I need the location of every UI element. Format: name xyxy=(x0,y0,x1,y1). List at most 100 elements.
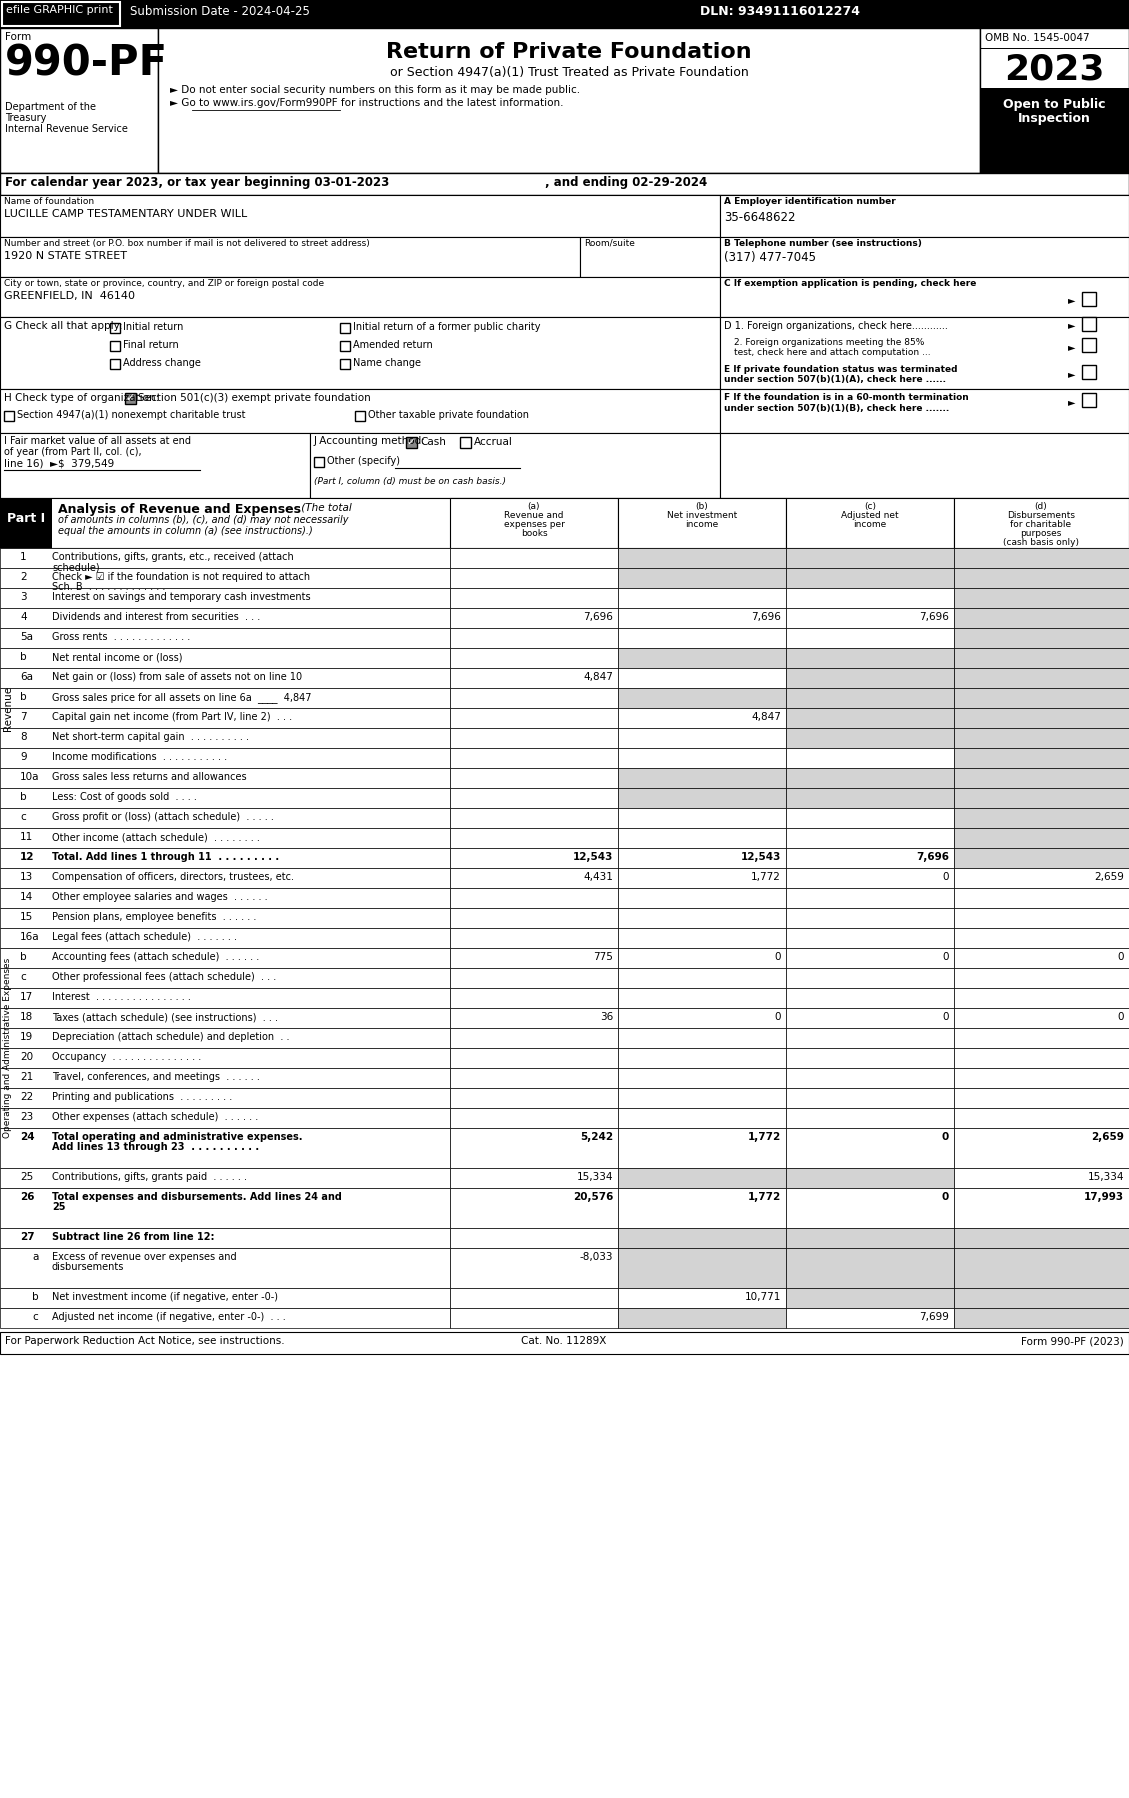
Text: 20,576: 20,576 xyxy=(572,1192,613,1203)
Text: 0: 0 xyxy=(943,872,949,883)
Bar xyxy=(0,807,450,829)
Bar xyxy=(0,1127,450,1169)
Bar xyxy=(786,498,954,548)
Text: 27: 27 xyxy=(20,1232,35,1242)
Text: Accounting fees (attach schedule)  . . . . . .: Accounting fees (attach schedule) . . . … xyxy=(52,951,260,962)
Bar xyxy=(618,768,786,788)
Text: b: b xyxy=(32,1293,38,1302)
Text: I Fair market value of all assets at end: I Fair market value of all assets at end xyxy=(5,435,191,446)
Text: 12,543: 12,543 xyxy=(741,852,781,861)
Text: Other professional fees (attach schedule)  . . .: Other professional fees (attach schedule… xyxy=(52,973,277,982)
Text: 8: 8 xyxy=(20,732,27,743)
Bar xyxy=(954,708,1129,728)
Text: 12,543: 12,543 xyxy=(572,852,613,861)
Bar xyxy=(450,1108,618,1127)
Bar xyxy=(618,1048,786,1068)
Text: Travel, conferences, and meetings  . . . . . .: Travel, conferences, and meetings . . . … xyxy=(52,1072,260,1082)
Bar xyxy=(786,1028,954,1048)
Text: 19: 19 xyxy=(20,1032,33,1043)
Bar xyxy=(954,548,1129,568)
Bar xyxy=(0,647,450,669)
Text: Initial return: Initial return xyxy=(123,322,183,333)
Text: Cash: Cash xyxy=(420,437,446,448)
Bar xyxy=(954,1068,1129,1088)
Bar xyxy=(450,1307,618,1329)
Bar xyxy=(450,1028,618,1048)
Bar xyxy=(980,88,1129,173)
Text: b: b xyxy=(20,653,27,662)
Text: 775: 775 xyxy=(593,951,613,962)
Bar xyxy=(954,807,1129,829)
Text: 0: 0 xyxy=(943,951,949,962)
Bar xyxy=(355,412,365,421)
Text: a: a xyxy=(32,1251,38,1262)
Text: line 16)  ►$  379,549: line 16) ►$ 379,549 xyxy=(5,458,114,467)
Text: 17,993: 17,993 xyxy=(1084,1192,1124,1203)
Bar xyxy=(0,588,450,608)
Text: Compensation of officers, directors, trustees, etc.: Compensation of officers, directors, tru… xyxy=(52,872,294,883)
Text: D 1. Foreign organizations, check here............: D 1. Foreign organizations, check here..… xyxy=(724,322,948,331)
Bar xyxy=(0,868,450,888)
Bar xyxy=(450,1068,618,1088)
Text: Net short-term capital gain  . . . . . . . . . .: Net short-term capital gain . . . . . . … xyxy=(52,732,250,743)
Bar xyxy=(0,194,720,237)
Bar xyxy=(618,1248,786,1287)
Bar xyxy=(0,1108,450,1127)
Text: (b): (b) xyxy=(695,502,708,511)
Text: 0: 0 xyxy=(942,1192,949,1203)
Bar xyxy=(450,849,618,868)
Bar xyxy=(0,1048,450,1068)
Text: Total. Add lines 1 through 11  . . . . . . . . .: Total. Add lines 1 through 11 . . . . . … xyxy=(52,852,279,861)
Bar xyxy=(786,628,954,647)
Bar xyxy=(450,987,618,1009)
Text: ►: ► xyxy=(1068,342,1076,352)
Text: 0: 0 xyxy=(942,1133,949,1142)
Bar xyxy=(0,748,450,768)
Text: ► Go to www.irs.gov/Form990PF for instructions and the latest information.: ► Go to www.irs.gov/Form990PF for instru… xyxy=(170,99,563,108)
Text: GREENFIELD, IN  46140: GREENFIELD, IN 46140 xyxy=(5,291,135,300)
Text: Accrual: Accrual xyxy=(474,437,513,448)
Bar xyxy=(314,457,324,467)
Bar xyxy=(786,788,954,807)
Text: Other expenses (attach schedule)  . . . . . .: Other expenses (attach schedule) . . . .… xyxy=(52,1111,259,1122)
Bar xyxy=(786,1009,954,1028)
Text: Operating and Administrative Expenses: Operating and Administrative Expenses xyxy=(3,958,12,1138)
Bar xyxy=(0,277,720,316)
Text: 5a: 5a xyxy=(20,633,33,642)
Text: 9: 9 xyxy=(20,752,27,762)
Bar xyxy=(954,967,1129,987)
Text: Amended return: Amended return xyxy=(353,340,432,351)
Bar xyxy=(618,1028,786,1048)
Bar xyxy=(786,548,954,568)
Text: City or town, state or province, country, and ZIP or foreign postal code: City or town, state or province, country… xyxy=(5,279,324,288)
Text: 10,771: 10,771 xyxy=(745,1293,781,1302)
Bar xyxy=(786,849,954,868)
Text: (Part I, column (d) must be on cash basis.): (Part I, column (d) must be on cash basi… xyxy=(314,476,506,485)
Bar xyxy=(954,689,1129,708)
Bar xyxy=(618,689,786,708)
Text: 1920 N STATE STREET: 1920 N STATE STREET xyxy=(5,252,126,261)
Bar xyxy=(0,1228,450,1248)
Text: Revenue and: Revenue and xyxy=(505,511,563,520)
Bar xyxy=(0,829,450,849)
Bar xyxy=(450,588,618,608)
Bar xyxy=(450,928,618,948)
Text: Other income (attach schedule)  . . . . . . . .: Other income (attach schedule) . . . . .… xyxy=(52,832,260,841)
Text: 23: 23 xyxy=(20,1111,33,1122)
Text: Return of Private Foundation: Return of Private Foundation xyxy=(386,41,752,61)
Text: b: b xyxy=(20,951,27,962)
Text: C If exemption application is pending, check here: C If exemption application is pending, c… xyxy=(724,279,977,288)
Text: (317) 477-7045: (317) 477-7045 xyxy=(724,252,816,264)
Bar xyxy=(786,1088,954,1108)
Text: ► Do not enter social security numbers on this form as it may be made public.: ► Do not enter social security numbers o… xyxy=(170,85,580,95)
Bar xyxy=(2,2,120,25)
Text: under section 507(b)(1)(B), check here .......: under section 507(b)(1)(B), check here .… xyxy=(724,405,949,414)
Text: Interest on savings and temporary cash investments: Interest on savings and temporary cash i… xyxy=(52,592,310,602)
Bar xyxy=(954,1009,1129,1028)
Text: 11: 11 xyxy=(20,832,33,841)
Text: Depreciation (attach schedule) and depletion  . .: Depreciation (attach schedule) and deple… xyxy=(52,1032,289,1043)
Bar xyxy=(954,1108,1129,1127)
Bar xyxy=(450,608,618,628)
Bar xyxy=(618,967,786,987)
Text: Gross rents  . . . . . . . . . . . . .: Gross rents . . . . . . . . . . . . . xyxy=(52,633,191,642)
